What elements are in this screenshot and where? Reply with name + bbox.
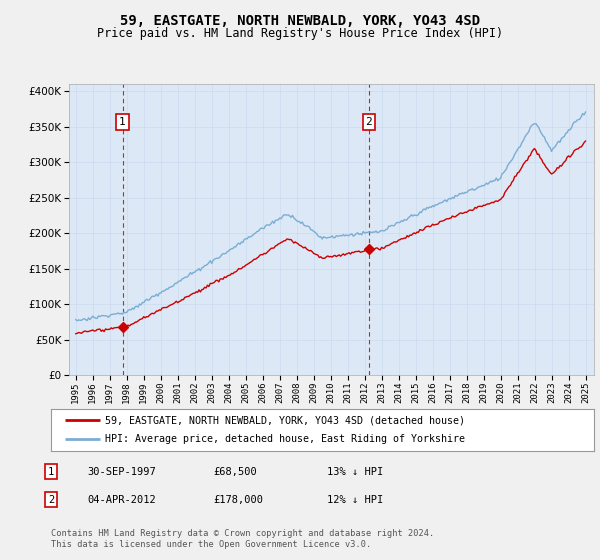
Text: £178,000: £178,000: [213, 494, 263, 505]
Text: £68,500: £68,500: [213, 466, 257, 477]
Text: Price paid vs. HM Land Registry's House Price Index (HPI): Price paid vs. HM Land Registry's House …: [97, 27, 503, 40]
Text: 13% ↓ HPI: 13% ↓ HPI: [327, 466, 383, 477]
Text: 2: 2: [48, 494, 54, 505]
Text: 30-SEP-1997: 30-SEP-1997: [87, 466, 156, 477]
Text: 1: 1: [119, 117, 126, 127]
Text: Contains HM Land Registry data © Crown copyright and database right 2024.
This d: Contains HM Land Registry data © Crown c…: [51, 529, 434, 549]
Text: 04-APR-2012: 04-APR-2012: [87, 494, 156, 505]
Text: 59, EASTGATE, NORTH NEWBALD, YORK, YO43 4SD: 59, EASTGATE, NORTH NEWBALD, YORK, YO43 …: [120, 14, 480, 28]
Text: 59, EASTGATE, NORTH NEWBALD, YORK, YO43 4SD (detached house): 59, EASTGATE, NORTH NEWBALD, YORK, YO43 …: [106, 415, 466, 425]
Text: 2: 2: [365, 117, 372, 127]
Text: HPI: Average price, detached house, East Riding of Yorkshire: HPI: Average price, detached house, East…: [106, 435, 466, 445]
Text: 1: 1: [48, 466, 54, 477]
Text: 12% ↓ HPI: 12% ↓ HPI: [327, 494, 383, 505]
